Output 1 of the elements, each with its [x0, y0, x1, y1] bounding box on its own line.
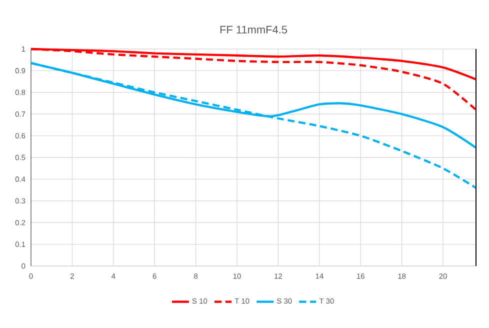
chart-title: FF 11mmF4.5	[220, 26, 288, 34]
